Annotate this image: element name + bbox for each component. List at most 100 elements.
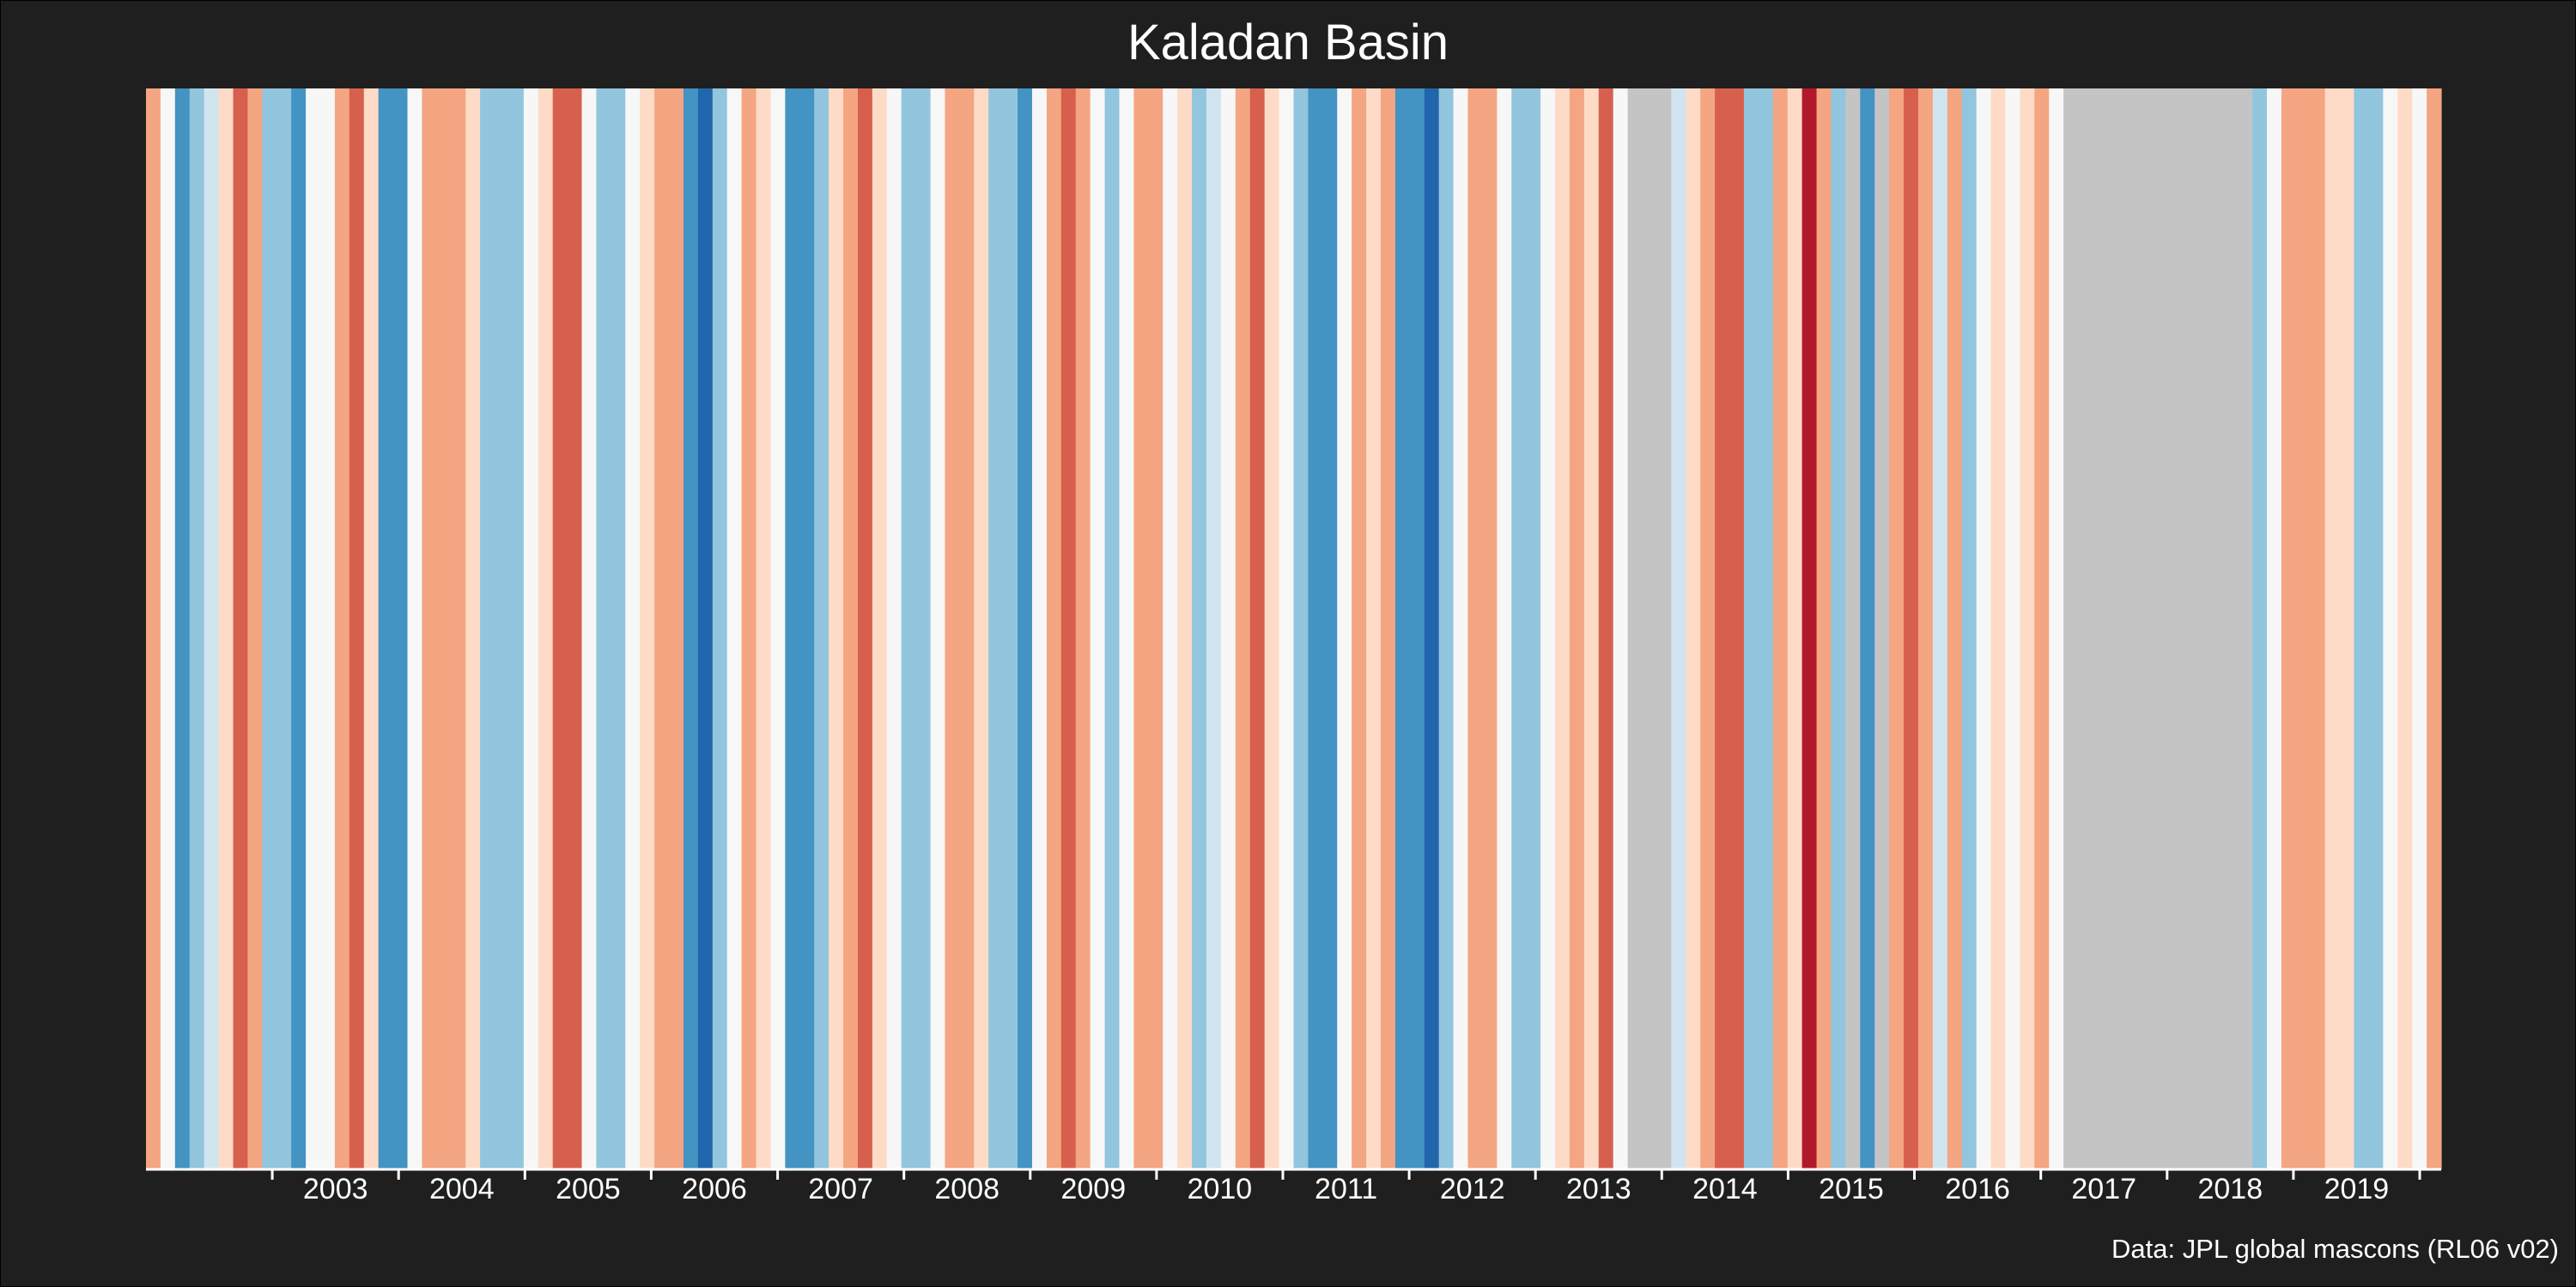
x-tick-label: 2017 [2071,1173,2136,1205]
x-tick-label: 2011 [1315,1173,1377,1205]
stripe [756,88,772,1169]
stripe [1206,88,1222,1169]
stripe [1060,88,1077,1169]
stripe [581,88,598,1169]
stripe [1293,88,1309,1169]
stripe [915,88,932,1169]
stripe [436,88,452,1169]
stripe [886,88,902,1169]
stripe [1220,88,1236,1169]
stripe [1031,88,1048,1169]
stripe [262,88,277,1169]
stripe [1163,88,1178,1169]
stripe [1686,88,1701,1169]
stripe [1133,88,1149,1169]
stripe [2020,88,2035,1169]
stripe [611,88,626,1169]
stripe [1889,88,1905,1169]
stripe [422,88,437,1169]
stripe [988,88,1004,1169]
stripe [1743,88,1759,1169]
stripe [1961,88,1978,1169]
x-tick-label: 2010 [1188,1173,1253,1205]
x-tick-label: 2013 [1566,1173,1631,1205]
x-tick-label: 2012 [1440,1173,1505,1205]
stripe [2339,88,2355,1169]
stripe [2266,88,2282,1169]
stripe [1381,88,1396,1169]
data-source-caption: Data: JPL global mascons (RL06 v02) [2111,1234,2559,1264]
stripe-missing [2121,88,2137,1169]
stripe [1671,88,1686,1169]
stripe [363,88,380,1169]
stripe [1583,88,1600,1169]
stripe [465,88,481,1169]
stripe [1540,88,1556,1169]
stripe [829,88,844,1169]
stripe [1424,88,1440,1169]
x-tick-label: 2016 [1945,1173,2010,1205]
stripe [1787,88,1803,1169]
stripe [320,88,336,1169]
stripe [523,88,539,1169]
stripe [1555,88,1571,1169]
stripe [2252,88,2268,1169]
stripe [2034,88,2050,1169]
stripe [189,88,205,1169]
stripe [1018,88,1033,1169]
stripe-missing [2208,88,2224,1169]
stripe [1148,88,1163,1169]
stripe [1497,88,1512,1169]
stripe-missing [2194,88,2209,1169]
stripe [2295,88,2312,1169]
stripe [247,88,263,1169]
stripe [1569,88,1585,1169]
stripe-missing [2179,88,2195,1169]
stripe [1729,88,1745,1169]
stripe [1177,88,1193,1169]
stripe [2324,88,2341,1169]
stripe [1700,88,1716,1169]
stripe [799,88,815,1169]
x-tick-label: 2006 [682,1173,747,1205]
stripe-missing [2092,88,2108,1169]
stripe [1308,88,1323,1169]
stripe [654,88,670,1169]
stripe [1467,88,1484,1169]
stripe [1801,88,1818,1169]
stripe-missing [2063,88,2079,1169]
stripe [2049,88,2064,1169]
stripe-missing [2223,88,2239,1169]
stripe [741,88,757,1169]
stripe [1192,88,1207,1169]
stripe [625,88,641,1169]
stripe [1352,88,1367,1169]
x-tick-label: 2008 [934,1173,999,1205]
stripe [1526,88,1541,1169]
stripe [276,88,292,1169]
stripe [785,88,800,1169]
x-tick-label: 2004 [429,1173,495,1205]
stripe [959,88,975,1169]
x-tick-label: 2014 [1692,1173,1758,1205]
x-tick-label: 2009 [1060,1173,1126,1205]
x-tick-label: 2015 [1819,1173,1884,1205]
stripe [378,88,394,1169]
stripe [1816,88,1832,1169]
stripe [1119,88,1135,1169]
stripe [1904,88,1919,1169]
stripe [1715,88,1730,1169]
stripe [2368,88,2384,1169]
stripe [726,88,743,1169]
stripe [1090,88,1106,1169]
stripe [480,88,495,1169]
stripe [1075,88,1091,1169]
x-tick-label: 2007 [808,1173,873,1205]
stripe [2005,88,2020,1169]
stripe [306,88,321,1169]
stripe [1482,88,1498,1169]
stripe [1860,88,1875,1169]
stripe [1932,88,1948,1169]
stripe-series [146,88,2442,1169]
stripe [1249,88,1266,1169]
